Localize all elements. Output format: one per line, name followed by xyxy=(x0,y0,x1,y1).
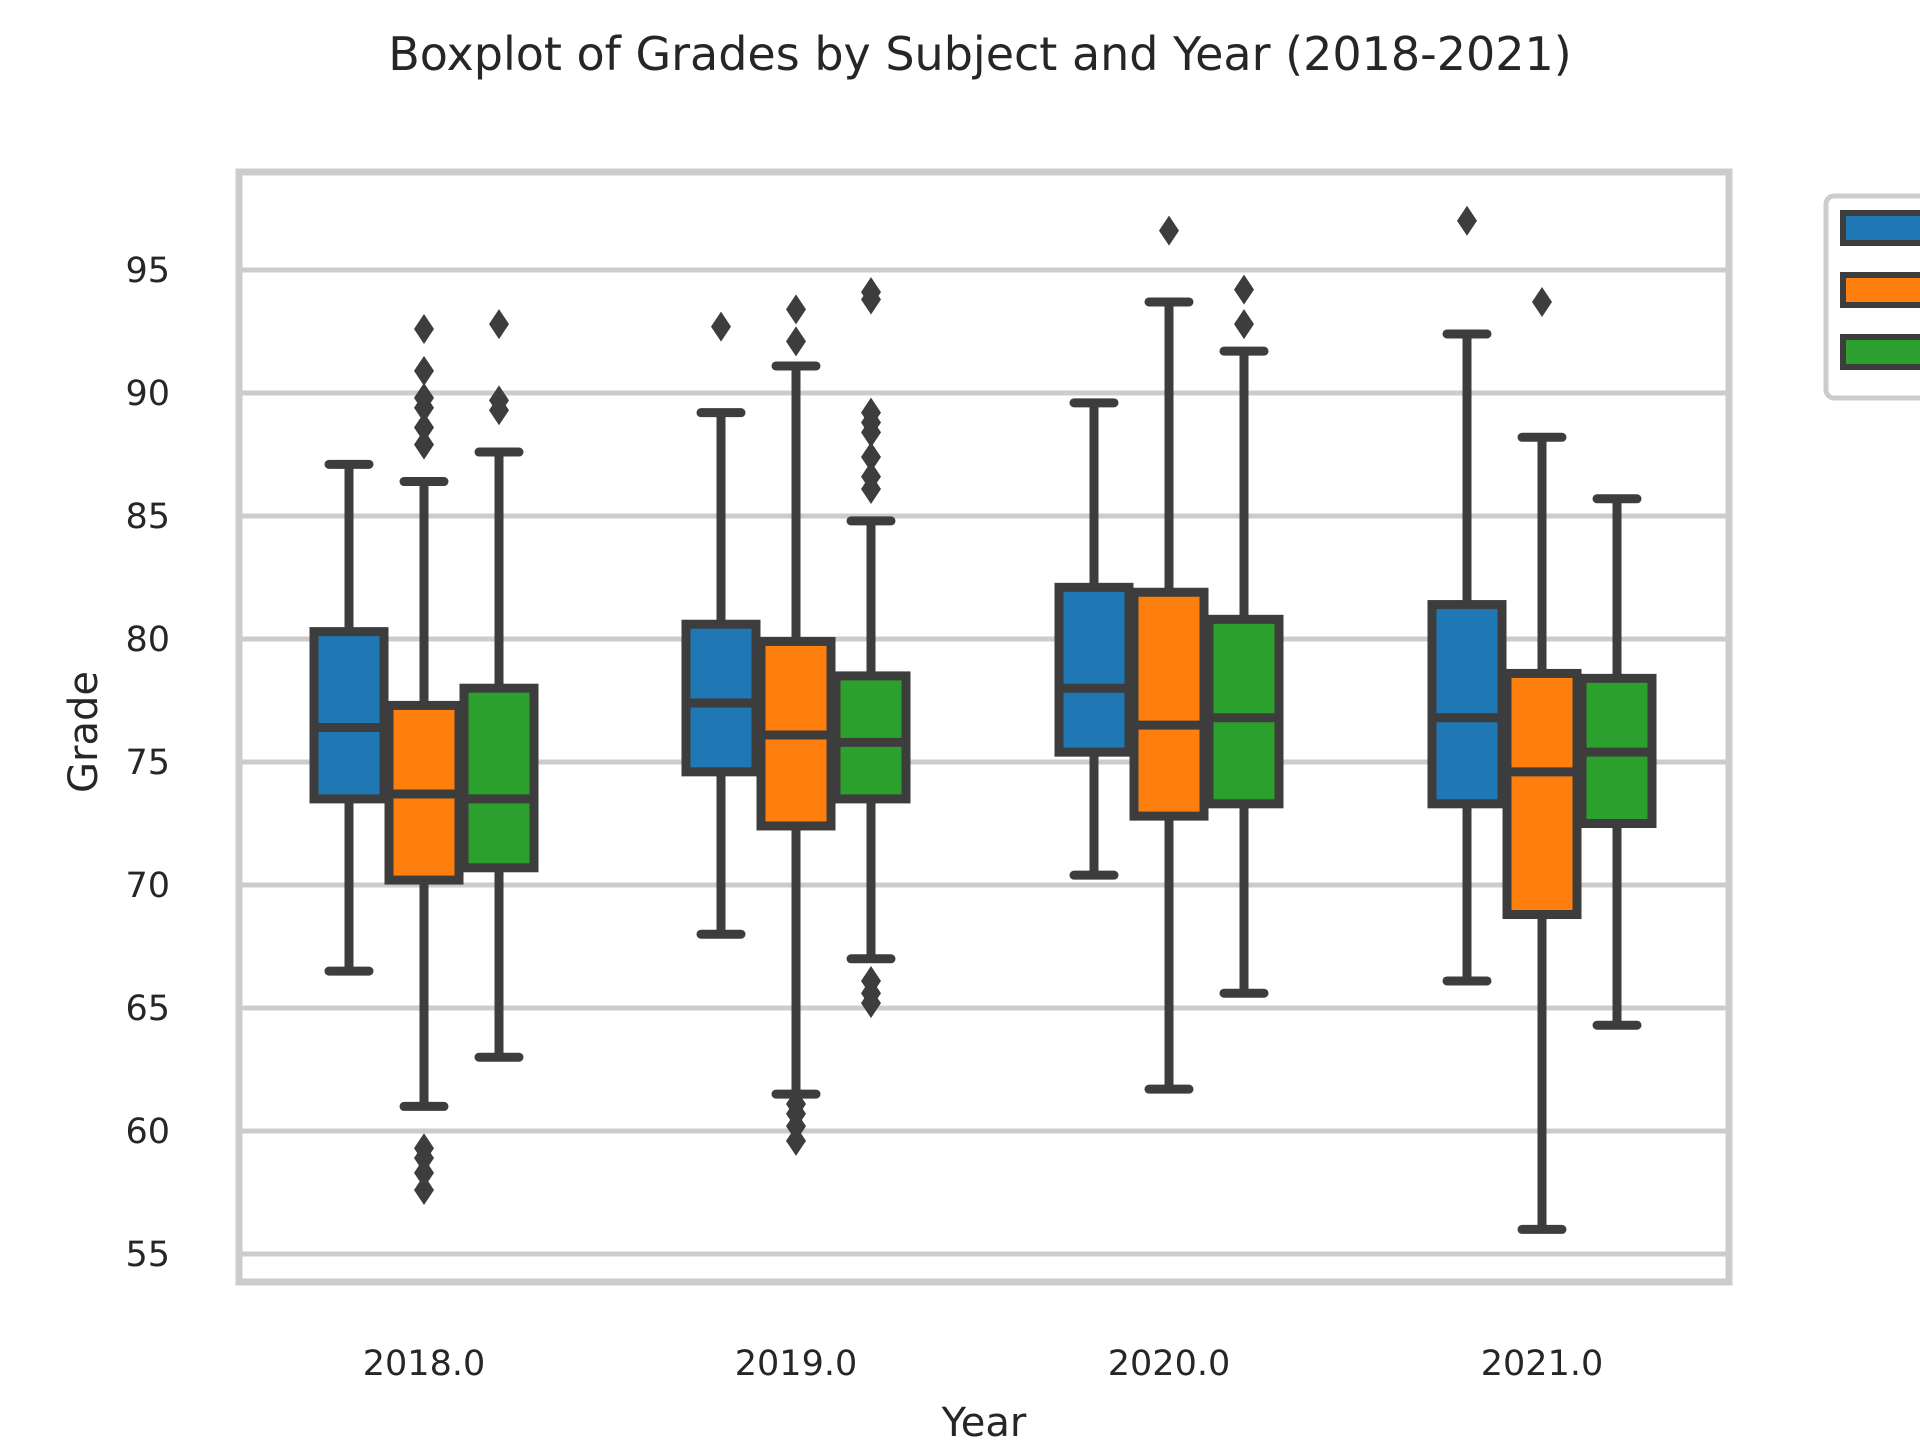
outlier-point xyxy=(1457,205,1477,236)
outlier-point xyxy=(861,461,881,492)
box-2019.0-series-1 xyxy=(756,294,836,1156)
outlier-point xyxy=(1234,309,1254,340)
y-axis-label: Grade xyxy=(61,671,107,793)
box-iqr xyxy=(681,619,761,777)
box-2021.0-series-1 xyxy=(1502,286,1582,1234)
x-axis-ticks: 2018.0 2019.0 2020.0 2021.0 xyxy=(363,1344,1603,1384)
y-tick-label: 95 xyxy=(125,251,170,291)
y-tick-label: 75 xyxy=(125,743,170,783)
outlier-point xyxy=(786,294,806,325)
y-tick-label: 55 xyxy=(125,1235,170,1275)
y-tick-label: 70 xyxy=(125,866,170,906)
outlier-point xyxy=(489,309,509,340)
box-iqr xyxy=(1204,614,1284,809)
x-tick-label: 2019.0 xyxy=(735,1344,857,1384)
box-iqr xyxy=(459,683,539,873)
outlier-point xyxy=(861,441,881,472)
outlier-point xyxy=(786,1088,806,1119)
outlier-point xyxy=(1159,215,1179,246)
x-tick-label: 2018.0 xyxy=(363,1344,485,1384)
box-iqr xyxy=(831,671,911,804)
box-2021.0-series-2 xyxy=(1577,494,1657,1030)
box-iqr xyxy=(1502,668,1582,920)
outlier-point xyxy=(861,397,881,428)
box-iqr xyxy=(1054,582,1134,757)
box-2018.0-series-0 xyxy=(309,459,389,976)
outlier-point xyxy=(861,277,881,308)
outlier-point xyxy=(1532,286,1552,317)
box-groups xyxy=(309,205,1657,1234)
box-2018.0-series-1 xyxy=(384,314,464,1206)
box-2019.0-series-2 xyxy=(831,277,911,1019)
outlier-point xyxy=(414,355,434,386)
box-iqr xyxy=(1427,600,1507,809)
legend-swatch xyxy=(1840,334,1920,370)
box-iqr xyxy=(309,627,389,804)
x-tick-label: 2020.0 xyxy=(1108,1344,1230,1384)
outlier-point xyxy=(414,314,434,345)
outlier-point xyxy=(1234,274,1254,305)
y-tick-label: 65 xyxy=(125,989,170,1029)
outlier-point xyxy=(414,1175,434,1206)
box-2020.0-series-2 xyxy=(1204,274,1284,998)
outlier-point xyxy=(414,1133,434,1164)
outlier-point xyxy=(711,311,731,342)
outlier-point xyxy=(489,385,509,416)
y-axis-ticks: 55 60 65 70 75 80 85 90 95 xyxy=(125,251,170,1275)
box-2019.0-series-0 xyxy=(681,311,761,939)
legend-swatch xyxy=(1840,210,1920,246)
outlier-point xyxy=(414,429,434,460)
box-2020.0-series-1 xyxy=(1129,215,1209,1094)
outlier-point xyxy=(414,412,434,443)
box-2021.0-series-0 xyxy=(1427,205,1507,986)
y-tick-label: 90 xyxy=(125,374,170,414)
box-2020.0-series-0 xyxy=(1054,398,1134,880)
plot-frame xyxy=(235,168,1733,1286)
x-axis-label: Year xyxy=(941,1400,1027,1440)
box-iqr xyxy=(1129,587,1209,821)
outlier-point xyxy=(414,382,434,413)
legend-swatch xyxy=(1840,272,1920,308)
legend xyxy=(1823,193,1920,401)
y-tick-label: 80 xyxy=(125,620,170,660)
x-tick-label: 2021.0 xyxy=(1481,1344,1603,1384)
box-2018.0-series-2 xyxy=(459,309,539,1062)
y-tick-label: 60 xyxy=(125,1112,170,1152)
outlier-point xyxy=(786,326,806,357)
y-tick-label: 85 xyxy=(125,497,170,537)
chart-title: Boxplot of Grades by Subject and Year (2… xyxy=(388,27,1572,81)
outlier-point xyxy=(861,965,881,996)
